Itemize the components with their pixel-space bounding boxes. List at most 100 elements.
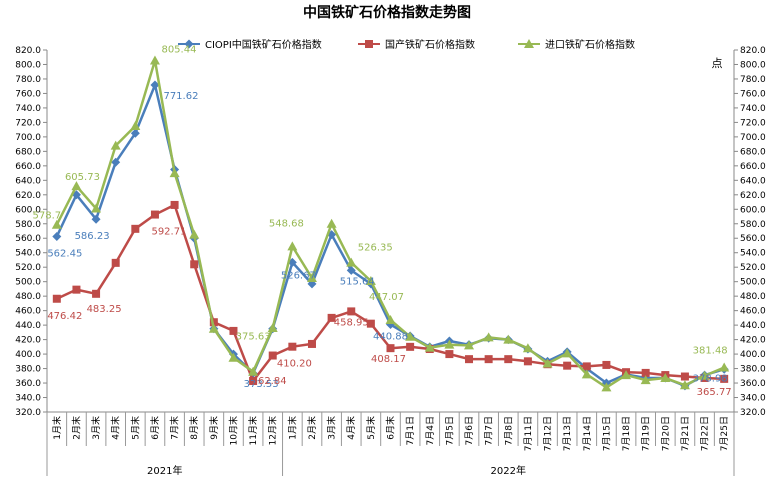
series-2-point-23	[503, 334, 514, 344]
x-tick-label: 7月19日	[641, 416, 652, 451]
x-tick-label: 2月末	[306, 416, 318, 440]
series-1-point-28	[602, 360, 611, 369]
y-tick-label-left: 640.0	[15, 176, 41, 186]
x-tick-label: 7月8日	[503, 416, 514, 445]
y-tick-label-left: 480.0	[15, 292, 41, 302]
x-tick-label: 7月13日	[562, 416, 573, 451]
x-tick-label: 7月11日	[523, 416, 534, 451]
legend-marker-0	[184, 39, 194, 49]
x-tick-label: 7月18日	[621, 416, 632, 451]
series-1-point-2	[92, 289, 101, 298]
x-tick-label: 11月末	[247, 416, 259, 445]
series-1-point-30	[641, 368, 650, 377]
x-tick-label: 7月4日	[425, 416, 436, 445]
series-2-point-21	[464, 340, 475, 350]
data-label-series-0-17: 440.88	[373, 331, 408, 342]
series-2-point-5	[149, 55, 160, 65]
series-1-point-0	[52, 294, 61, 303]
series-2-point-20	[444, 339, 455, 349]
data-label-series-1-10: 362.84	[252, 376, 287, 387]
series-2-point-15	[346, 257, 357, 267]
y-tick-label-right: 380.0	[740, 365, 766, 375]
x-tick-label: 7月21日	[680, 416, 691, 451]
series-2-point-30	[640, 375, 651, 385]
x-tick-label: 9月末	[208, 416, 220, 440]
data-label-series-1-0: 476.42	[47, 311, 82, 322]
x-tick-label: 7月5日	[444, 416, 455, 445]
series-1-point-15	[347, 307, 356, 316]
y-tick-label-right: 360.0	[740, 379, 766, 389]
series-2-point-1	[71, 181, 82, 191]
series-2-point-17	[385, 315, 396, 325]
legend-marker-1	[365, 40, 373, 48]
y-tick-label-right: 740.0	[740, 104, 766, 114]
series-2-point-16	[365, 275, 376, 285]
data-label-series-2-5: 805.44	[161, 45, 196, 56]
y-tick-label-left: 320.0	[15, 408, 41, 418]
data-label-series-1-12: 410.20	[277, 359, 312, 370]
y-tick-label-left: 600.0	[15, 205, 41, 215]
series-2-point-29	[621, 370, 632, 380]
series-2-point-32	[679, 380, 690, 390]
y-tick-label-left: 700.0	[15, 133, 41, 143]
series-0-point-15	[346, 265, 356, 275]
series-1-point-26	[563, 361, 572, 370]
series-2-point-19	[424, 342, 435, 352]
series-1-point-17	[386, 344, 395, 353]
x-tick-label: 7月6日	[464, 416, 475, 445]
y-tick-label-right: 420.0	[740, 336, 766, 346]
data-label-series-0-5: 771.62	[163, 91, 198, 102]
year-group-label-1: 2022年	[491, 464, 526, 477]
series-2-point-8	[208, 323, 219, 333]
x-tick-label: 12月末	[267, 416, 279, 445]
x-tick-label: 7月25日	[719, 416, 730, 451]
x-tick-label: 7月末	[169, 416, 181, 440]
y-tick-label-right: 520.0	[740, 263, 766, 273]
series-2-point-27	[581, 369, 592, 379]
series-1-point-1	[72, 285, 81, 294]
y-tick-label-right: 480.0	[740, 292, 766, 302]
y-tick-label-left: 760.0	[15, 89, 41, 99]
x-tick-label: 3月末	[90, 416, 102, 440]
series-1-point-21	[465, 355, 474, 364]
x-tick-label: 6月末	[385, 416, 397, 440]
series-2-point-11	[267, 323, 278, 333]
y-tick-label-right: 780.0	[740, 75, 766, 85]
y2-unit-label: 点	[712, 57, 723, 70]
data-label-series-1-2: 483.25	[87, 304, 122, 315]
series-2-point-26	[562, 348, 573, 358]
series-0-point-4	[130, 128, 140, 138]
chart-title: 中国铁矿石价格指数走势图	[303, 4, 471, 21]
series-1-point-7	[190, 260, 199, 269]
y-tick-label-right: 500.0	[740, 278, 766, 288]
x-tick-label: 5月末	[365, 416, 377, 440]
y-tick-label-left: 740.0	[15, 104, 41, 114]
series-0-point-5	[150, 80, 160, 90]
data-label-series-2-1: 605.73	[65, 172, 100, 183]
y-tick-label-left: 620.0	[15, 191, 41, 201]
data-label-series-0-34: 378.98	[693, 373, 728, 384]
y-tick-label-left: 380.0	[15, 365, 41, 375]
y-tick-label-right: 640.0	[740, 176, 766, 186]
y-tick-label-right: 600.0	[740, 205, 766, 215]
data-label-series-1-15: 458.95	[334, 317, 369, 328]
data-label-series-2-10: 375.63	[236, 332, 271, 343]
data-label-series-1-5: 592.71	[151, 227, 186, 238]
series-1-point-24	[523, 357, 532, 366]
series-1-point-13	[307, 339, 316, 348]
series-1-point-34	[720, 374, 729, 383]
y-tick-label-left: 820.0	[15, 46, 41, 56]
series-1-point-20	[445, 350, 454, 359]
series-2-point-6	[169, 168, 180, 178]
series-2-point-31	[660, 372, 671, 382]
y-tick-label-right: 660.0	[740, 162, 766, 172]
x-tick-label: 1月末	[51, 416, 63, 440]
y-tick-label-right: 440.0	[740, 321, 766, 331]
series-1-point-22	[484, 355, 493, 364]
x-tick-label: 5月末	[129, 416, 141, 440]
series-2-point-33	[699, 370, 710, 380]
series-1-point-16	[366, 319, 375, 328]
series-1-point-11	[268, 351, 277, 360]
y-tick-label-right: 460.0	[740, 307, 766, 317]
